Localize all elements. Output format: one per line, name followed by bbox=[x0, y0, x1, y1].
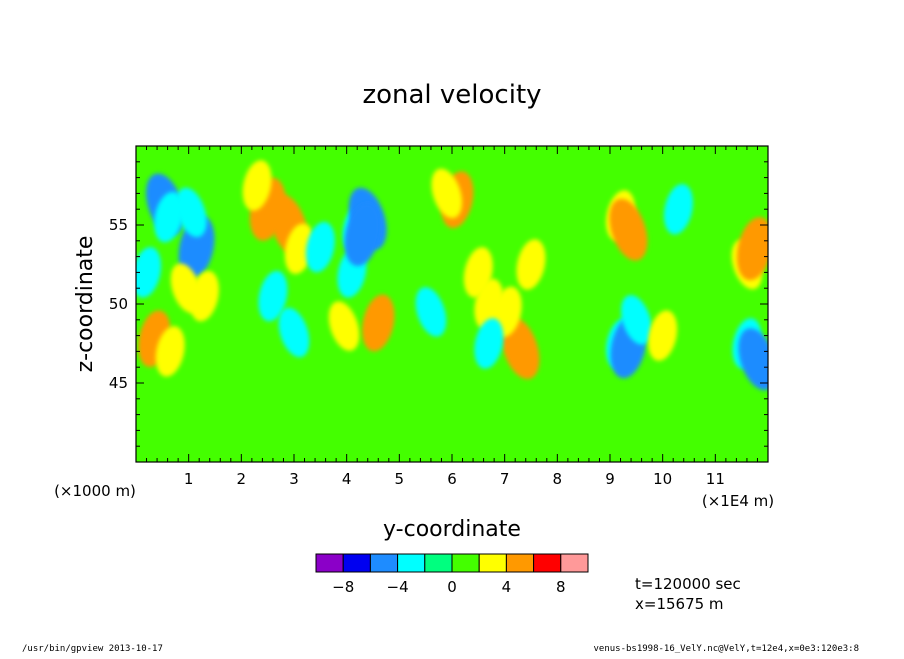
field-feature bbox=[621, 295, 652, 345]
x-tick-label: 9 bbox=[605, 470, 615, 488]
x-tick-label: 2 bbox=[237, 470, 247, 488]
field-feature bbox=[738, 328, 768, 391]
field-feature bbox=[305, 221, 335, 273]
x-axis-ticks: 1 2 3 4 5 6 7 8 9 10 11 bbox=[135, 146, 769, 488]
field-feature bbox=[474, 318, 504, 369]
field-feature bbox=[155, 326, 185, 377]
colorbar-swatch bbox=[451, 553, 480, 573]
field-feature bbox=[189, 270, 219, 322]
colorbar-swatch bbox=[342, 553, 371, 573]
x-tick-label: 8 bbox=[553, 470, 563, 488]
colorbar-tick-label: 4 bbox=[502, 578, 512, 596]
annotation-position: x=15675 m bbox=[635, 595, 724, 613]
x-tick-label: 1 bbox=[184, 470, 194, 488]
y-units-note: (×1000 m) bbox=[54, 482, 136, 500]
y-tick-label: 45 bbox=[109, 374, 128, 392]
field-feature bbox=[258, 270, 288, 322]
field-feature bbox=[609, 198, 648, 261]
field-feature bbox=[175, 187, 207, 238]
colorbar-tick-label: −8 bbox=[332, 578, 354, 596]
colorbar-tick-label: 0 bbox=[447, 578, 457, 596]
field-feature bbox=[516, 239, 546, 290]
field-feature bbox=[242, 160, 272, 211]
colorbar-swatch bbox=[505, 553, 535, 573]
colorbar-swatch bbox=[478, 553, 507, 573]
x-tick-label: 7 bbox=[500, 470, 510, 488]
y-axis-ticks: 45 50 55 bbox=[109, 145, 768, 463]
chart-title: zonal velocity bbox=[362, 80, 541, 110]
field-feature bbox=[328, 301, 360, 351]
field-feature bbox=[431, 168, 463, 219]
field-feature bbox=[415, 287, 447, 337]
colorbar-swatch bbox=[315, 553, 344, 573]
colorbar-swatch bbox=[424, 553, 453, 573]
colorbar-swatch bbox=[397, 553, 426, 573]
field-feature bbox=[344, 202, 381, 266]
field-feature bbox=[278, 307, 310, 358]
field-feature bbox=[154, 191, 184, 243]
x-units-note: (×1E4 m) bbox=[702, 492, 774, 510]
x-tick-label: 6 bbox=[447, 470, 457, 488]
y-tick-label: 55 bbox=[109, 216, 128, 234]
colorbar-tick-label: 8 bbox=[556, 578, 566, 596]
footer-left: /usr/bin/gpview 2013-10-17 bbox=[22, 644, 163, 654]
colorbar: −8 −4 0 4 8 bbox=[315, 553, 589, 596]
colorbar-swatch bbox=[533, 553, 562, 573]
y-axis-label: z-coordinate bbox=[73, 236, 98, 373]
x-tick-label: 10 bbox=[653, 470, 672, 488]
field-layer bbox=[136, 160, 768, 391]
x-tick-label: 5 bbox=[395, 470, 405, 488]
x-tick-label: 11 bbox=[706, 470, 725, 488]
field-feature bbox=[362, 294, 395, 352]
x-axis-label: y-coordinate bbox=[383, 517, 521, 542]
y-tick-label: 50 bbox=[109, 295, 128, 313]
field-feature bbox=[736, 217, 768, 281]
field-feature bbox=[284, 223, 314, 274]
x-tick-label: 4 bbox=[342, 470, 352, 488]
footer-right: venus-bs1998-16_VelY.nc@VelY,t=12e4,x=0e… bbox=[593, 644, 859, 654]
field-feature bbox=[648, 310, 678, 361]
colorbar-swatch bbox=[369, 553, 399, 573]
annotation-time: t=120000 sec bbox=[635, 575, 741, 593]
x-tick-label: 3 bbox=[289, 470, 299, 488]
field-feature bbox=[136, 247, 162, 298]
field-feature bbox=[663, 183, 693, 235]
colorbar-swatch bbox=[560, 553, 589, 573]
colorbar-tick-label: −4 bbox=[387, 578, 409, 596]
